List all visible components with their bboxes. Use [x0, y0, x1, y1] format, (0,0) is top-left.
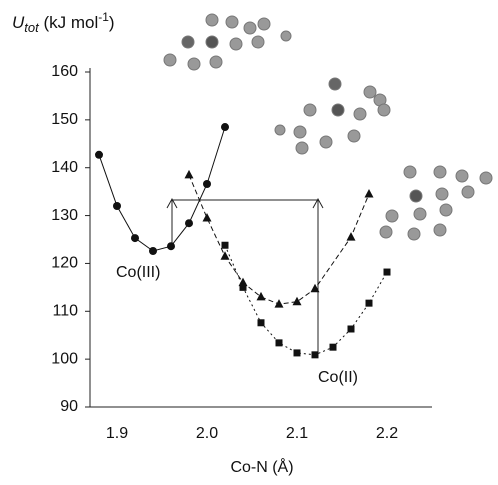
- y-label-close: ): [109, 13, 115, 32]
- y-tick-label: 140: [51, 159, 78, 176]
- chart: Utot (kJ mol-1) Co-N (Å) Co(III) Co(II) …: [0, 0, 498, 485]
- point: [276, 339, 283, 346]
- annotation: Co(II): [318, 369, 358, 386]
- point: [222, 242, 229, 249]
- y-label-unit: (kJ mol: [39, 13, 99, 32]
- series-line: [225, 245, 387, 355]
- y-label-sup: -1: [98, 10, 109, 24]
- point: [293, 297, 302, 306]
- point: [347, 232, 356, 241]
- y-tick-label: 100: [51, 350, 78, 367]
- y-tick-label: 90: [60, 398, 78, 415]
- y-tick-label: 160: [51, 63, 78, 80]
- x-tick-label: 2.2: [376, 425, 398, 442]
- point: [312, 351, 319, 358]
- point: [258, 319, 265, 326]
- series-line: [189, 175, 369, 304]
- x-tick-label: 2.0: [196, 425, 218, 442]
- point: [330, 344, 337, 351]
- point: [384, 269, 391, 276]
- y-tick-label: 120: [51, 255, 78, 272]
- point: [203, 180, 211, 188]
- point: [348, 325, 355, 332]
- molecule-decoration: [164, 14, 492, 240]
- point: [240, 284, 247, 291]
- point: [221, 123, 229, 131]
- point: [294, 349, 301, 356]
- point: [167, 242, 175, 250]
- annotation: Co(III): [116, 264, 160, 281]
- y-label-symbol: U: [12, 13, 25, 32]
- point: [257, 292, 266, 301]
- x-tick-label: 1.9: [106, 425, 128, 442]
- point: [185, 170, 194, 179]
- point: [149, 247, 157, 255]
- y-tick-label: 130: [51, 207, 78, 224]
- point: [365, 189, 374, 198]
- point: [113, 202, 121, 210]
- y-tick-label: 150: [51, 111, 78, 128]
- point: [221, 251, 230, 260]
- point: [131, 234, 139, 242]
- point: [366, 300, 373, 307]
- x-tick-label: 2.1: [286, 425, 308, 442]
- y-axis-label: Utot (kJ mol-1): [12, 10, 115, 35]
- y-label-sub: tot: [24, 20, 40, 35]
- y-tick-label: 110: [52, 303, 78, 320]
- point: [203, 213, 212, 222]
- point: [95, 151, 103, 159]
- series-line: [99, 127, 225, 251]
- point: [185, 219, 193, 227]
- x-axis-label: Co-N (Å): [230, 457, 293, 476]
